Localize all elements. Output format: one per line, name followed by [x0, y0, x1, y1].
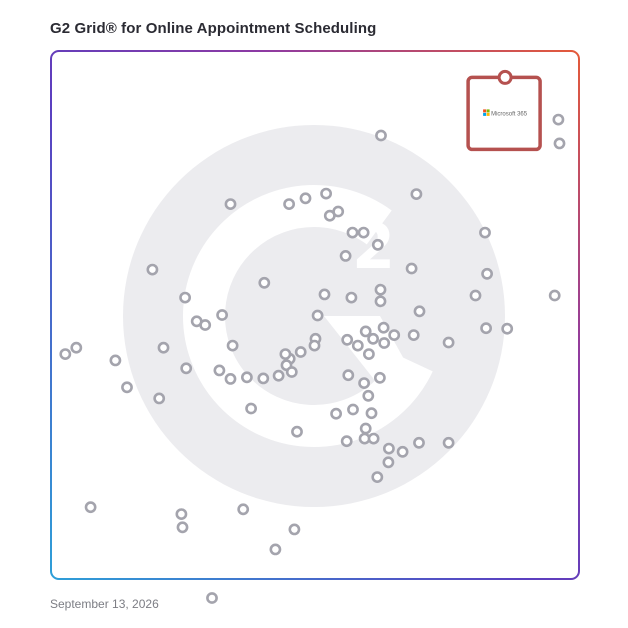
product-dot[interactable]	[442, 336, 455, 349]
product-dot[interactable]	[226, 339, 239, 352]
product-dot[interactable]	[330, 407, 342, 420]
product-dot[interactable]	[469, 289, 482, 302]
product-dot[interactable]	[175, 508, 188, 520]
product-dot[interactable]	[206, 592, 218, 604]
product-dot[interactable]	[382, 456, 395, 469]
product-dot[interactable]	[553, 137, 566, 150]
product-dot[interactable]	[288, 523, 301, 536]
product-dot[interactable]	[501, 322, 514, 335]
product-dot[interactable]	[407, 329, 420, 341]
product-dot[interactable]	[279, 348, 292, 360]
highlight-pin-icon	[497, 69, 513, 85]
product-dot[interactable]	[347, 403, 359, 416]
product-dot[interactable]	[378, 337, 391, 349]
product-dot[interactable]	[257, 372, 270, 385]
product-dot[interactable]	[269, 543, 282, 556]
product-dot[interactable]	[311, 309, 324, 322]
chart-title: G2 Grid® for Online Appointment Scheduli…	[50, 20, 377, 37]
product-dot[interactable]	[367, 332, 379, 345]
product-dot[interactable]	[373, 371, 386, 384]
product-dot[interactable]	[371, 238, 384, 251]
product-dot[interactable]	[371, 471, 384, 483]
product-dot[interactable]	[299, 192, 312, 205]
product-dots	[59, 113, 566, 604]
product-dot[interactable]	[216, 309, 228, 321]
product-dot[interactable]	[332, 205, 345, 218]
product-dot[interactable]	[308, 339, 321, 352]
product-dot[interactable]	[341, 333, 354, 346]
product-dot[interactable]	[480, 322, 492, 335]
product-dot[interactable]	[176, 521, 189, 534]
product-dot[interactable]	[552, 113, 565, 126]
product-dot[interactable]	[180, 362, 193, 375]
product-dot[interactable]	[359, 422, 372, 435]
product-dot[interactable]	[320, 187, 332, 200]
product-dot[interactable]	[481, 267, 493, 280]
product-dot[interactable]	[375, 129, 387, 142]
product-dot[interactable]	[413, 436, 425, 449]
product-dot[interactable]	[388, 329, 401, 341]
product-dot[interactable]	[318, 288, 331, 301]
product-dot[interactable]	[377, 321, 390, 334]
product-dot[interactable]	[283, 198, 295, 210]
product-dot[interactable]	[382, 442, 395, 455]
product-dot[interactable]	[374, 295, 387, 308]
product-dot[interactable]	[285, 366, 298, 378]
product-dot[interactable]	[345, 291, 358, 304]
product-dot[interactable]	[224, 198, 237, 210]
report-date: September 13, 2026	[50, 597, 159, 611]
product-dot[interactable]	[346, 226, 359, 239]
product-dot[interactable]	[405, 262, 418, 275]
product-dot[interactable]	[365, 407, 378, 420]
product-dot[interactable]	[374, 283, 387, 296]
product-dot[interactable]	[153, 392, 166, 405]
product-dot[interactable]	[121, 381, 133, 394]
product-dot[interactable]	[213, 364, 226, 377]
product-dot[interactable]	[357, 226, 370, 239]
product-dot[interactable]	[410, 188, 423, 200]
product-dot[interactable]	[157, 341, 170, 354]
product-dot[interactable]	[272, 369, 285, 382]
product-dot[interactable]	[146, 263, 159, 276]
product-dot[interactable]	[413, 305, 426, 318]
product-dot[interactable]	[224, 372, 237, 385]
product-dot[interactable]	[367, 432, 380, 445]
product-dot[interactable]	[179, 291, 191, 304]
product-dot[interactable]	[109, 354, 122, 367]
product-dot[interactable]	[237, 503, 250, 516]
product-dot[interactable]	[342, 369, 355, 382]
product-dot[interactable]	[199, 319, 212, 331]
product-dot[interactable]	[294, 346, 307, 358]
product-dot[interactable]	[84, 501, 97, 514]
product-dot[interactable]	[479, 226, 491, 239]
product-dot[interactable]	[396, 445, 409, 458]
product-dot[interactable]	[340, 435, 353, 448]
product-dot[interactable]	[362, 348, 375, 360]
product-dot[interactable]	[339, 249, 352, 262]
product-dot[interactable]	[351, 339, 364, 352]
product-dot[interactable]	[70, 341, 83, 354]
product-dot[interactable]	[59, 348, 72, 360]
product-dot[interactable]	[291, 425, 303, 438]
product-dot[interactable]	[240, 371, 253, 384]
highlight-product-label: Microsoft 365	[491, 111, 528, 117]
highlighted-product[interactable]: Microsoft 365	[466, 69, 542, 152]
product-dot[interactable]	[245, 402, 257, 415]
product-dot[interactable]	[359, 325, 372, 338]
product-dot[interactable]	[442, 436, 455, 449]
product-dot[interactable]	[358, 377, 370, 389]
product-dot[interactable]	[548, 289, 561, 302]
microsoft-logo-icon	[483, 109, 490, 116]
product-dot[interactable]	[362, 389, 375, 402]
product-dot[interactable]	[258, 276, 271, 289]
